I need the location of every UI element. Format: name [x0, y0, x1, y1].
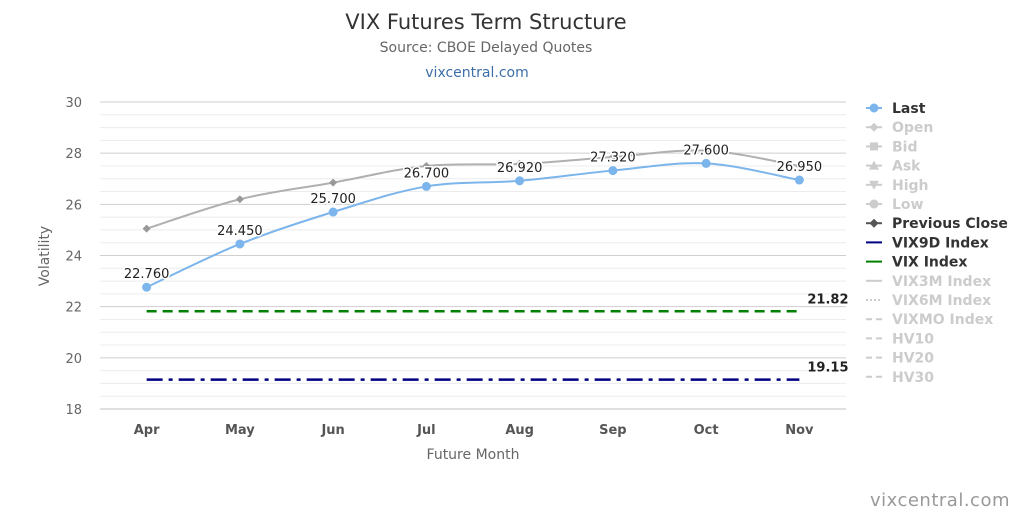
last-data-point[interactable]: [421, 181, 431, 191]
last-data-point[interactable]: [515, 176, 525, 186]
data-label: 25.700: [310, 192, 356, 207]
last-data-point[interactable]: [142, 282, 152, 292]
chart-title: VIX Futures Term Structure: [345, 10, 626, 34]
x-tick-label: Jun: [320, 423, 344, 438]
y-tick-label: 28: [65, 147, 82, 162]
legend-diamond-marker: [869, 122, 879, 132]
legend-item[interactable]: Bid: [866, 139, 918, 155]
grid: [100, 101, 846, 410]
x-tick-label: Sep: [599, 423, 627, 438]
legend-label: HV30: [892, 370, 934, 386]
x-tick-label: Nov: [785, 423, 814, 438]
x-axis-label: Future Month: [427, 447, 520, 463]
y-tick-label: 24: [65, 250, 82, 265]
previous-close-data-point[interactable]: [142, 224, 151, 233]
legend-item[interactable]: Open: [866, 120, 933, 136]
legend-item[interactable]: HV20: [866, 351, 934, 367]
x-tick-label: Aug: [505, 423, 534, 438]
y-axis-label: Volatility: [37, 226, 53, 286]
source-link[interactable]: vixcentral.com: [425, 65, 528, 81]
legend-label: Last: [892, 101, 926, 117]
y-tick-label: 20: [65, 352, 82, 367]
legend-label: Low: [892, 197, 924, 213]
y-tick-label: 30: [65, 96, 82, 111]
legend-item[interactable]: Last: [866, 101, 926, 117]
legend-label: VIXMO Index: [892, 312, 993, 328]
previous-close-data-point[interactable]: [235, 195, 244, 204]
legend-label: Bid: [892, 139, 918, 155]
legend-item[interactable]: Low: [866, 197, 924, 213]
legend-item[interactable]: HV10: [866, 331, 934, 347]
legend-item[interactable]: HV30: [866, 370, 934, 386]
legend-label: VIX Index: [892, 255, 967, 271]
legend-circle-marker: [869, 103, 879, 113]
data-label: 27.600: [683, 143, 729, 158]
legend-item[interactable]: VIX3M Index: [866, 274, 991, 290]
watermark: vixcentral.com: [870, 490, 1010, 511]
previous-close-series-line: [146, 149, 800, 230]
previous-close-data-point[interactable]: [702, 146, 711, 155]
legend-square-marker: [870, 142, 878, 151]
legend-label: Open: [892, 120, 933, 136]
data-labels: 22.760 24.450 25.700 26.700 26.920 27.320 27.6…: [122, 142, 823, 284]
legend-circle-marker: [869, 199, 879, 209]
previous-close-data-point[interactable]: [329, 178, 338, 187]
legend-label: VIX3M Index: [892, 274, 991, 290]
data-label: 26.920: [497, 161, 543, 176]
previous-close-data-point[interactable]: [515, 159, 524, 168]
legend-label: High: [892, 178, 929, 194]
legend-triangle-down-marker: [869, 180, 879, 190]
legend-item[interactable]: VIXMO Index: [866, 312, 993, 328]
index-lines: 19.15 21.82: [146, 292, 849, 381]
last-data-point[interactable]: [701, 158, 711, 168]
legend-item[interactable]: Ask: [866, 159, 921, 175]
legend-label: HV10: [892, 331, 934, 347]
legend-label: VIX9D Index: [892, 235, 989, 251]
previous-close-data-point[interactable]: [795, 161, 804, 170]
x-axis-ticks: Apr May Jun Jul Aug Sep Oct Nov: [134, 423, 814, 438]
y-tick-label: 26: [65, 198, 82, 213]
data-label: 22.760: [124, 267, 170, 282]
x-tick-label: Jul: [416, 423, 436, 438]
x-tick-label: Oct: [694, 423, 719, 438]
legend-diamond-marker: [869, 218, 879, 228]
legend-item[interactable]: High: [866, 178, 929, 194]
legend-item[interactable]: VIX9D Index: [866, 235, 989, 251]
series-lines: [142, 146, 804, 292]
chart-subtitle: Source: CBOE Delayed Quotes: [380, 40, 593, 56]
y-tick-label: 22: [65, 301, 82, 316]
legend: Last Open Bid Ask High Low Previous Close VIX9D…: [866, 101, 1008, 386]
last-data-point[interactable]: [608, 166, 618, 176]
x-tick-label: May: [225, 423, 255, 438]
legend-label: VIX6M Index: [892, 293, 991, 309]
y-tick-label: 18: [65, 403, 82, 418]
data-label: 24.450: [217, 224, 263, 239]
legend-label: Previous Close: [892, 216, 1008, 232]
legend-label: HV20: [892, 351, 934, 367]
last-data-point[interactable]: [235, 239, 245, 249]
previous-close-data-point[interactable]: [422, 161, 431, 170]
index-value-label: 21.82: [807, 292, 848, 307]
legend-item[interactable]: VIX Index: [866, 255, 967, 271]
legend-item[interactable]: VIX6M Index: [866, 293, 991, 309]
last-data-point[interactable]: [794, 175, 804, 185]
data-label: 26.700: [404, 166, 450, 181]
legend-triangle-marker: [869, 160, 879, 170]
last-data-point[interactable]: [328, 207, 338, 217]
previous-close-data-point[interactable]: [608, 153, 617, 162]
data-label: 26.950: [777, 160, 823, 175]
index-value-label: 19.15: [807, 361, 848, 376]
x-tick-label: Apr: [134, 423, 160, 438]
y-axis-ticks: 18 20 22 24 26 28 30: [65, 96, 82, 418]
legend-label: Ask: [892, 159, 921, 175]
data-label: 27.320: [590, 151, 636, 166]
legend-item[interactable]: Previous Close: [866, 216, 1008, 232]
